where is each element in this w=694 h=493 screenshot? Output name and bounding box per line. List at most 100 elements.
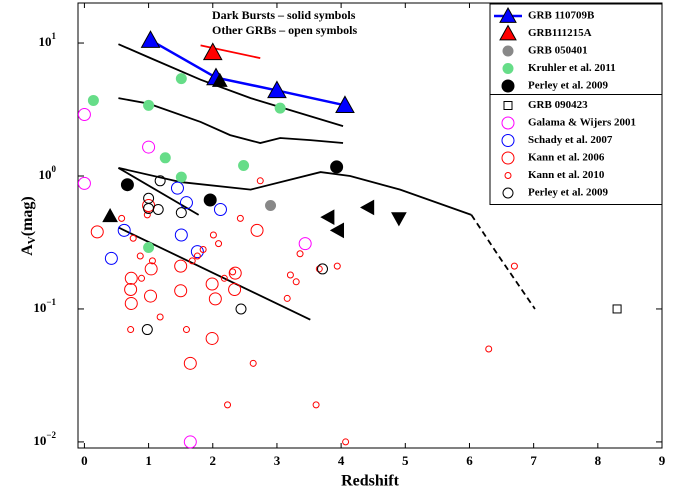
point	[179, 196, 193, 210]
point	[612, 304, 622, 314]
y-label-sub: V	[26, 236, 38, 244]
point	[117, 223, 131, 237]
x-tick-label: 1	[145, 453, 152, 468]
point	[190, 245, 204, 259]
model-curve	[118, 97, 344, 144]
point	[156, 313, 164, 321]
point	[510, 262, 518, 270]
y-label-unit: (mag)	[19, 196, 36, 236]
point	[143, 192, 155, 204]
legend-marker	[501, 116, 515, 130]
point	[142, 140, 156, 154]
y-label-main: A	[19, 244, 36, 256]
model-curve	[118, 43, 344, 128]
x-tick-label: 2	[210, 453, 217, 468]
point	[203, 193, 217, 207]
legend-label: Kruhler et al. 2011	[528, 62, 616, 74]
point	[205, 331, 219, 345]
point	[124, 296, 138, 310]
point	[143, 211, 151, 219]
legend-label: Kann et al. 2006	[528, 152, 605, 164]
point	[228, 266, 242, 280]
point	[152, 203, 164, 215]
point	[104, 251, 118, 265]
x-tick-label: 6	[466, 453, 473, 468]
y-tick-label: 10−2	[33, 430, 56, 448]
point	[274, 102, 286, 114]
point	[154, 175, 166, 187]
y-tick-exponent: 0	[52, 164, 57, 174]
point	[224, 401, 232, 409]
point	[182, 326, 190, 334]
point	[143, 99, 155, 111]
legend-label: GRB 090423	[528, 99, 588, 111]
point	[256, 177, 264, 185]
point	[174, 284, 188, 298]
point	[175, 207, 187, 219]
legend-label: GRB111215A	[528, 27, 592, 39]
legend-marker	[503, 101, 513, 110]
series-line	[149, 39, 346, 107]
point	[312, 401, 320, 409]
legend-label: GRB 110709B	[528, 10, 595, 22]
y-tick-label: 101	[39, 31, 57, 49]
point	[333, 262, 341, 270]
point	[228, 283, 242, 297]
point	[77, 108, 91, 122]
y-tick-base: 10	[33, 433, 46, 448]
point	[102, 207, 118, 223]
point	[292, 278, 300, 286]
point	[159, 152, 171, 164]
point	[320, 209, 335, 226]
point	[120, 178, 134, 192]
point	[220, 274, 228, 282]
point	[296, 250, 304, 258]
y-tick-label: 10−1	[33, 297, 56, 315]
point	[175, 171, 187, 183]
point	[317, 263, 329, 275]
legend-label: GRB 050401	[528, 45, 588, 57]
y-tick-label: 100	[39, 164, 57, 182]
point	[267, 80, 287, 99]
point	[183, 435, 197, 449]
point	[140, 30, 161, 48]
model-curve	[470, 214, 536, 310]
point	[183, 356, 197, 370]
legend-label: Perley et al. 2009	[528, 80, 609, 92]
point	[315, 265, 323, 273]
point	[229, 268, 237, 276]
point	[138, 274, 146, 282]
point	[199, 245, 207, 253]
x-axis-label: Redshift	[341, 473, 399, 490]
x-tick-label: 8	[595, 453, 602, 468]
legend-marker	[502, 187, 514, 199]
x-tick-label: 9	[659, 453, 666, 468]
point	[193, 252, 201, 260]
point	[265, 199, 277, 211]
legend-marker	[501, 79, 515, 93]
point	[236, 214, 244, 222]
x-tick-label: 5	[402, 453, 409, 468]
legend-label: Schady et al. 2007	[528, 134, 613, 146]
point	[77, 176, 91, 190]
y-tick-exponent: −1	[46, 297, 56, 307]
point	[360, 199, 375, 216]
point	[335, 95, 355, 114]
point	[205, 277, 219, 291]
point	[129, 234, 137, 242]
legend-label: Kann et al. 2010	[528, 169, 605, 181]
y-tick-base: 10	[39, 34, 52, 49]
point	[342, 438, 350, 446]
legend-marker	[502, 45, 514, 57]
point	[144, 289, 158, 303]
y-tick-base: 10	[33, 300, 46, 315]
point	[143, 241, 155, 253]
point	[485, 345, 493, 353]
legend-marker	[504, 172, 512, 179]
point	[213, 202, 227, 216]
point	[391, 212, 407, 227]
point	[211, 72, 228, 87]
x-tick-label: 7	[530, 453, 537, 468]
legend-marker	[499, 24, 517, 41]
